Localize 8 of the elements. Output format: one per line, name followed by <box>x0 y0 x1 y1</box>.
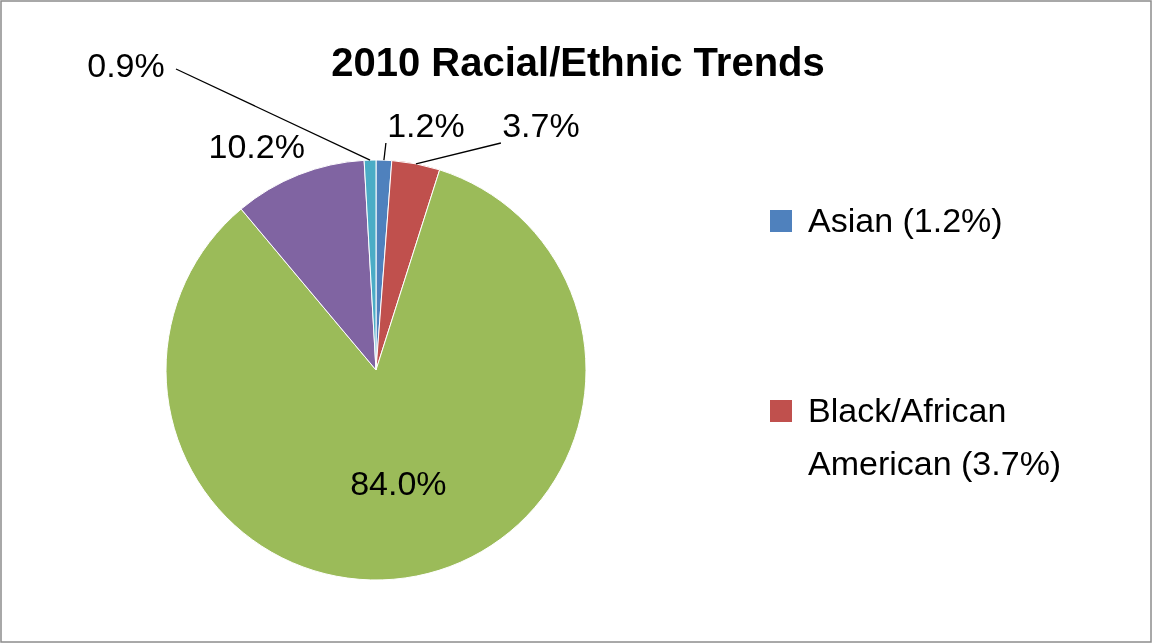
legend-label: Black/African American (3.7%) <box>808 390 1062 482</box>
data-label: 3.7% <box>502 105 580 144</box>
data-label: 10.2% <box>208 126 305 165</box>
data-label: 84.0% <box>350 464 447 503</box>
legend-label: Asian (1.2%) <box>808 200 1003 239</box>
data-label: 1.2% <box>387 105 465 144</box>
chart-title: 2010 Racial/Ethnic Trends <box>331 40 825 84</box>
data-label: 0.9% <box>87 45 165 84</box>
